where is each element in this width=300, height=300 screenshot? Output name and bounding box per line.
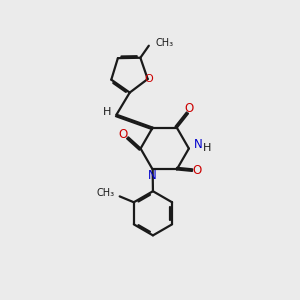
Text: CH₃: CH₃	[96, 188, 114, 198]
Text: O: O	[193, 164, 202, 177]
Text: H: H	[103, 107, 111, 117]
Text: O: O	[184, 102, 193, 115]
Text: N: N	[148, 169, 157, 182]
Text: CH₃: CH₃	[155, 38, 173, 48]
Text: O: O	[118, 128, 128, 141]
Text: H: H	[203, 142, 211, 153]
Text: O: O	[145, 74, 154, 84]
Text: N: N	[194, 139, 203, 152]
